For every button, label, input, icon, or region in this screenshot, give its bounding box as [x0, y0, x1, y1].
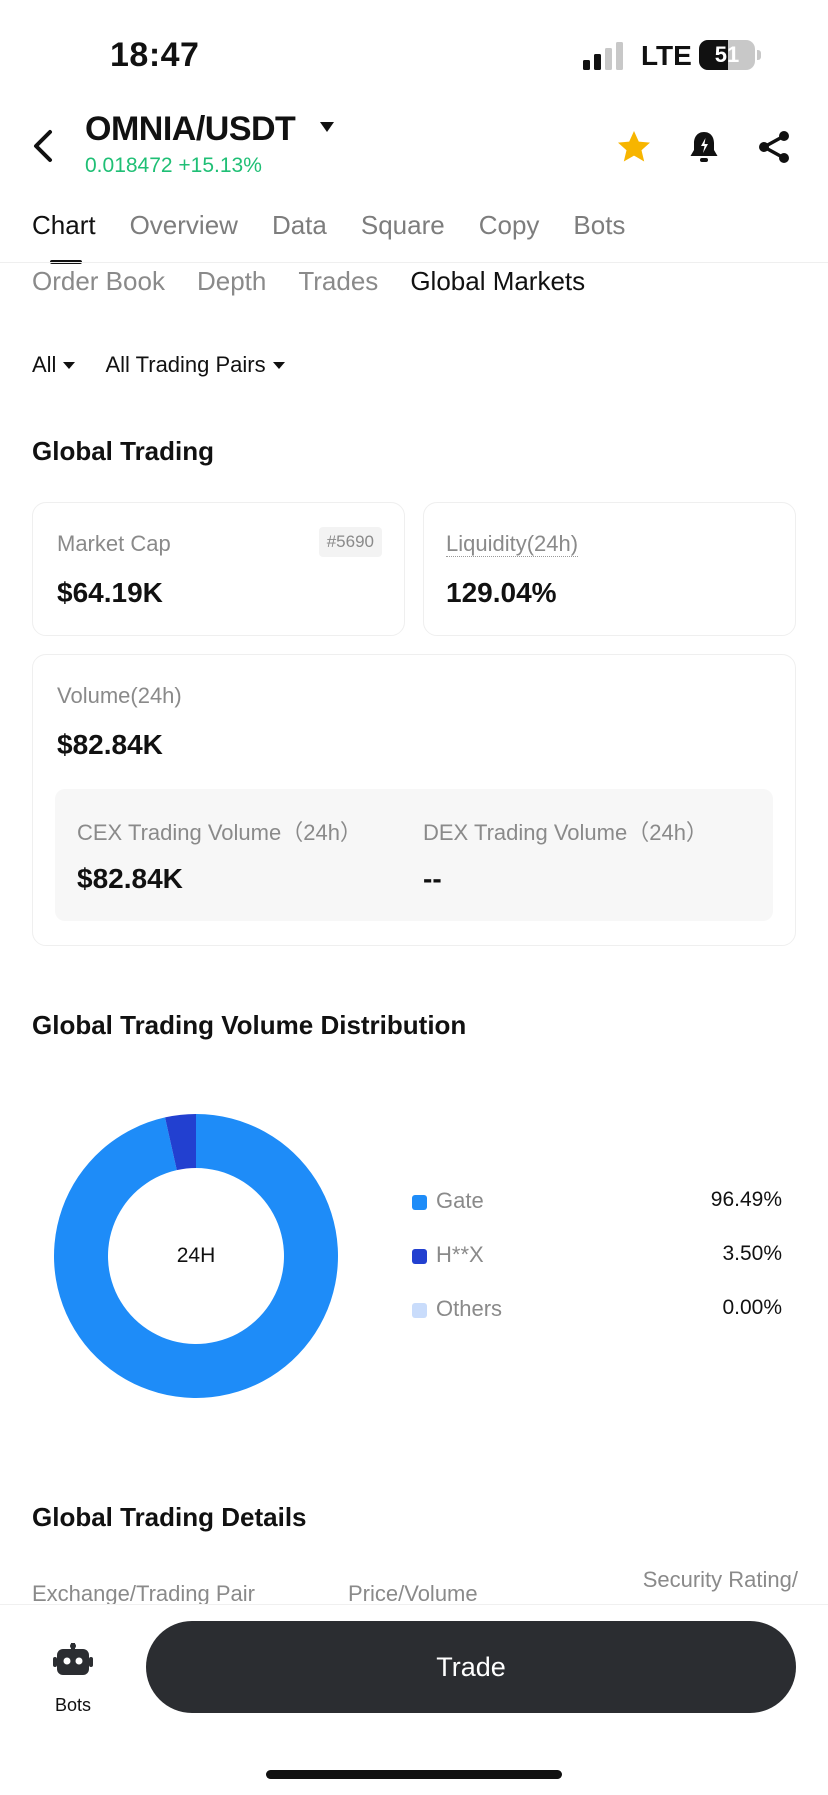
- signal-strength-icon: [583, 42, 623, 70]
- subtab-trades[interactable]: Trades: [298, 266, 379, 296]
- home-indicator: [266, 1770, 562, 1779]
- volume-value: $82.84K: [57, 729, 163, 760]
- cex-dex-breakdown: CEX Trading Volume（24h） $82.84K DEX Trad…: [55, 789, 773, 921]
- donut-center-label: 24H: [176, 1244, 216, 1267]
- tab-chart[interactable]: Chart: [32, 210, 96, 264]
- status-bar: 18:47 LTE 51: [0, 0, 828, 110]
- caret-down-icon: [272, 361, 285, 369]
- tabs-divider: [0, 262, 828, 263]
- liquidity-card: Liquidity(24h) 129.04%: [423, 502, 796, 636]
- donut-chart-svg: [53, 1114, 339, 1398]
- share-icon[interactable]: [755, 128, 793, 166]
- volume-distribution-donut-chart: 24H: [52, 1112, 340, 1400]
- legend-label: H**X: [436, 1242, 484, 1267]
- trade-button[interactable]: Trade: [146, 1621, 796, 1713]
- cex-volume-label: CEX Trading Volume（24h）: [77, 820, 362, 845]
- pair-header: OMNIA/USDT 0.018472 +15.13%: [0, 110, 828, 190]
- market-cap-value: $64.19K: [57, 577, 163, 608]
- cex-volume-value: $82.84K: [77, 863, 183, 894]
- market-cap-rank-badge: #5690: [318, 527, 382, 557]
- tab-square[interactable]: Square: [360, 210, 445, 240]
- col-exchange-pair[interactable]: Exchange/Trading Pair: [32, 1581, 255, 1606]
- battery-cap: [757, 50, 761, 60]
- legend-row-gate: Gate 96.49%: [412, 1188, 782, 1242]
- bots-button[interactable]: Bots: [40, 1625, 106, 1715]
- price-alert-bell-icon[interactable]: [685, 128, 723, 166]
- trading-pairs-filter-dropdown[interactable]: All Trading Pairs: [105, 352, 285, 378]
- bots-label: Bots: [54, 1695, 92, 1715]
- legend-row-h-x: H**X 3.50%: [412, 1242, 782, 1296]
- legend-percent: 0.00%: [722, 1296, 782, 1319]
- legend-swatch: [412, 1303, 427, 1318]
- details-table-header: Exchange/Trading Pair Price/Volume Secur…: [0, 1565, 828, 1606]
- battery-icon: 51: [699, 40, 755, 70]
- distribution-title: Global Trading Volume Distribution: [32, 1010, 467, 1040]
- price-change: 0.018472 +15.13%: [85, 154, 262, 177]
- robot-icon: [53, 1643, 93, 1675]
- liquidity-label: Liquidity(24h): [446, 531, 579, 557]
- sub-tabs: Order Book Depth Trades Global Markets: [32, 266, 617, 297]
- caret-down-icon[interactable]: [320, 122, 334, 132]
- tab-data[interactable]: Data: [271, 210, 327, 240]
- global-trading-title: Global Trading: [32, 436, 215, 466]
- dex-volume-value: --: [423, 863, 442, 894]
- legend-label: Others: [436, 1296, 503, 1321]
- tab-overview[interactable]: Overview: [129, 210, 238, 240]
- volume-label: Volume(24h): [57, 683, 182, 708]
- market-cap-card: Market Cap #5690 $64.19K: [32, 502, 405, 636]
- tab-copy[interactable]: Copy: [478, 210, 540, 240]
- details-title: Global Trading Details: [32, 1502, 307, 1532]
- legend-percent: 3.50%: [722, 1242, 782, 1265]
- legend-percent: 96.49%: [710, 1188, 782, 1211]
- volume-card: Volume(24h) $82.84K CEX Trading Volume（2…: [32, 654, 796, 946]
- caret-down-icon: [63, 361, 76, 369]
- subtab-depth[interactable]: Depth: [196, 266, 267, 296]
- legend-swatch: [412, 1195, 427, 1210]
- bottom-action-bar: Bots Trade: [0, 1605, 828, 1795]
- distribution-legend: Gate 96.49% H**X 3.50% Others 0.00%: [412, 1188, 782, 1350]
- battery-percent: 51: [714, 42, 740, 67]
- back-arrow-icon[interactable]: [28, 126, 64, 166]
- tab-bots[interactable]: Bots: [573, 210, 626, 240]
- subtab-order-book[interactable]: Order Book: [32, 266, 165, 296]
- scope-filter-label: All: [32, 352, 57, 377]
- scope-filter-dropdown[interactable]: All: [32, 352, 76, 378]
- legend-row-others: Others 0.00%: [412, 1296, 782, 1350]
- filter-row: All All Trading Pairs: [32, 352, 315, 378]
- main-tabs: Chart Overview Data Square Copy Bots: [32, 210, 659, 264]
- network-type: LTE: [641, 40, 692, 71]
- liquidity-label-tooltip[interactable]: Liquidity(24h): [446, 531, 579, 557]
- legend-label: Gate: [436, 1188, 484, 1213]
- dex-volume-label: DEX Trading Volume（24h）: [423, 820, 708, 845]
- legend-swatch: [412, 1249, 427, 1264]
- donut-slice-gate[interactable]: [53, 1114, 339, 1398]
- liquidity-value: 129.04%: [446, 577, 557, 608]
- trading-pairs-filter-label: All Trading Pairs: [105, 352, 266, 377]
- market-cap-label: Market Cap: [57, 531, 171, 556]
- col-security-rating[interactable]: Security Rating/: [642, 1567, 798, 1592]
- subtab-global-markets[interactable]: Global Markets: [410, 266, 586, 296]
- status-time: 18:47: [110, 36, 200, 74]
- battery-level: [699, 40, 728, 70]
- favorite-star-icon[interactable]: [615, 128, 653, 166]
- pair-title[interactable]: OMNIA/USDT: [85, 110, 296, 148]
- donut-slice-h-x[interactable]: [165, 1114, 196, 1171]
- col-price-volume[interactable]: Price/Volume: [348, 1581, 478, 1606]
